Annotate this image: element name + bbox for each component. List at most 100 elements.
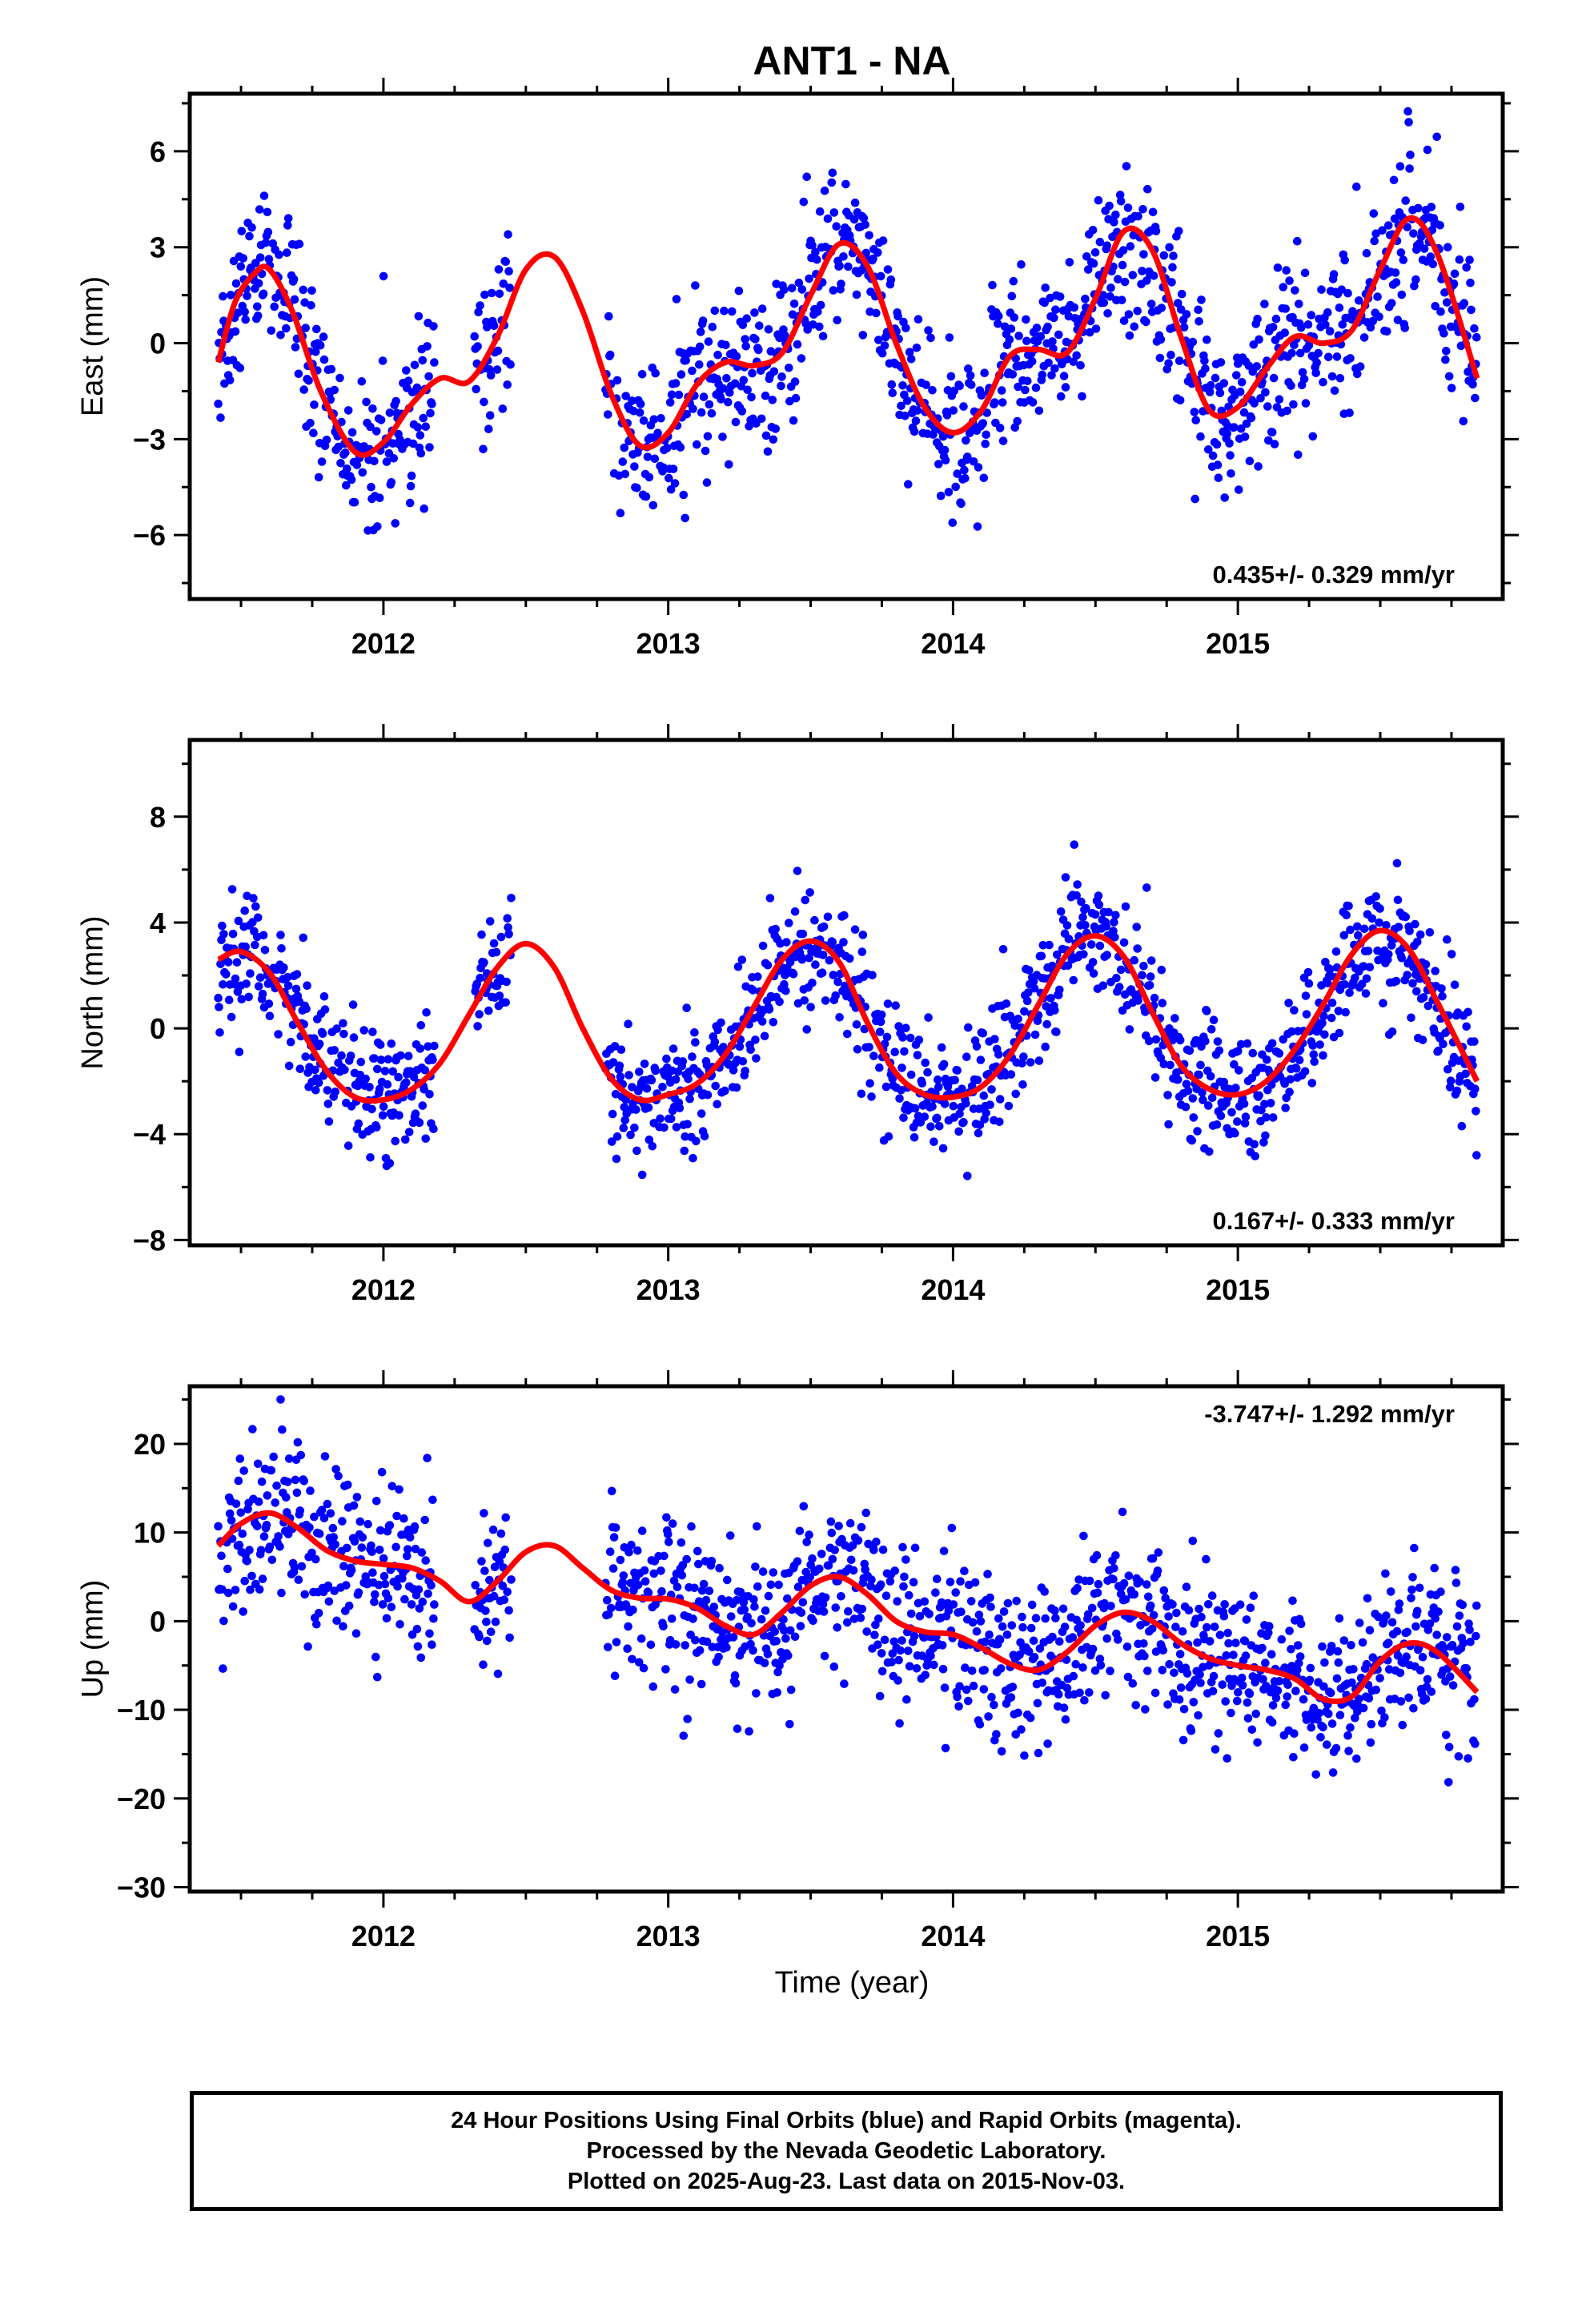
data-point — [406, 481, 416, 491]
data-point — [488, 1525, 498, 1534]
data-point — [1196, 1060, 1205, 1070]
data-point — [782, 938, 791, 947]
data-point — [1456, 202, 1465, 211]
data-point — [1327, 1642, 1336, 1651]
data-point — [845, 1518, 855, 1528]
data-point — [1373, 292, 1382, 301]
data-point — [1146, 300, 1156, 308]
data-point — [611, 1523, 620, 1532]
data-point — [504, 923, 512, 932]
data-point — [480, 958, 488, 967]
data-point — [1027, 356, 1037, 366]
data-point — [959, 402, 968, 411]
data-point — [1347, 1678, 1356, 1687]
data-point — [1299, 1743, 1309, 1752]
data-point — [1043, 322, 1052, 332]
data-point — [352, 1493, 362, 1502]
data-point — [1267, 1039, 1277, 1048]
data-point — [400, 1594, 409, 1604]
data-point — [314, 1078, 323, 1088]
data-point — [1138, 971, 1146, 980]
data-point — [731, 1679, 741, 1688]
y-tick-label: −6 — [133, 519, 166, 552]
data-point — [496, 932, 506, 942]
data-point — [726, 1612, 736, 1621]
data-point — [649, 1569, 659, 1578]
data-point — [920, 1112, 930, 1121]
data-point — [1407, 1585, 1416, 1594]
data-point — [793, 1557, 802, 1566]
data-point — [975, 1719, 985, 1729]
data-point — [1266, 1099, 1275, 1108]
data-point — [1438, 991, 1447, 1001]
data-point — [1319, 1723, 1327, 1732]
data-point — [1019, 1052, 1028, 1061]
data-point — [789, 970, 798, 979]
data-point — [1051, 305, 1060, 315]
data-point — [1359, 924, 1369, 934]
data-point — [875, 1691, 885, 1701]
data-point — [974, 1610, 984, 1619]
data-point — [401, 1135, 410, 1144]
data-point — [219, 1616, 228, 1626]
data-point — [700, 1132, 709, 1141]
data-point — [669, 1044, 678, 1053]
data-point — [769, 1568, 778, 1577]
data-point — [1042, 1019, 1051, 1029]
data-point — [1295, 1652, 1305, 1661]
data-point — [1281, 1104, 1290, 1112]
data-point — [1439, 1039, 1447, 1049]
data-point — [769, 435, 778, 444]
data-point — [689, 1153, 697, 1163]
data-point — [697, 1679, 706, 1689]
data-point — [765, 1005, 774, 1014]
data-point — [291, 343, 300, 352]
data-point — [743, 385, 752, 395]
data-point — [1047, 371, 1056, 380]
data-point — [628, 1655, 636, 1664]
data-point — [935, 1122, 944, 1131]
data-point — [805, 274, 813, 283]
data-point — [998, 945, 1008, 954]
data-point — [610, 1042, 620, 1051]
data-point — [1391, 976, 1401, 986]
data-point — [1237, 378, 1247, 387]
data-point — [243, 1557, 251, 1566]
data-point — [930, 1137, 938, 1146]
data-point — [1209, 1015, 1219, 1024]
data-point — [620, 469, 629, 479]
data-point — [1268, 1113, 1278, 1122]
data-point — [1151, 227, 1161, 235]
data-point — [1211, 1745, 1220, 1754]
data-point — [817, 968, 827, 977]
data-point — [232, 958, 242, 967]
data-point — [215, 1028, 224, 1037]
data-point — [1387, 299, 1396, 308]
data-point — [1391, 278, 1401, 287]
data-point — [869, 1546, 878, 1554]
data-point — [992, 1730, 1001, 1739]
data-point — [1195, 1604, 1203, 1614]
data-point — [761, 431, 771, 440]
data-point — [1401, 196, 1410, 205]
data-point — [1239, 1100, 1249, 1108]
data-point — [1223, 1628, 1232, 1638]
data-point — [849, 1566, 858, 1575]
data-point — [923, 1068, 932, 1077]
data-point — [1298, 368, 1307, 377]
data-point — [737, 955, 747, 964]
data-point — [391, 1542, 400, 1552]
data-point — [813, 255, 821, 264]
data-point — [849, 215, 859, 224]
data-point — [1268, 323, 1278, 332]
data-point — [1281, 304, 1290, 313]
data-point — [884, 1132, 893, 1141]
data-point — [787, 283, 797, 293]
data-point — [1307, 1723, 1316, 1732]
data-point — [800, 996, 809, 1005]
data-point — [415, 1604, 424, 1613]
x-tick-label: 2012 — [351, 1920, 416, 1952]
data-point — [1373, 946, 1382, 955]
data-point — [819, 1607, 829, 1616]
data-point — [880, 1635, 889, 1645]
